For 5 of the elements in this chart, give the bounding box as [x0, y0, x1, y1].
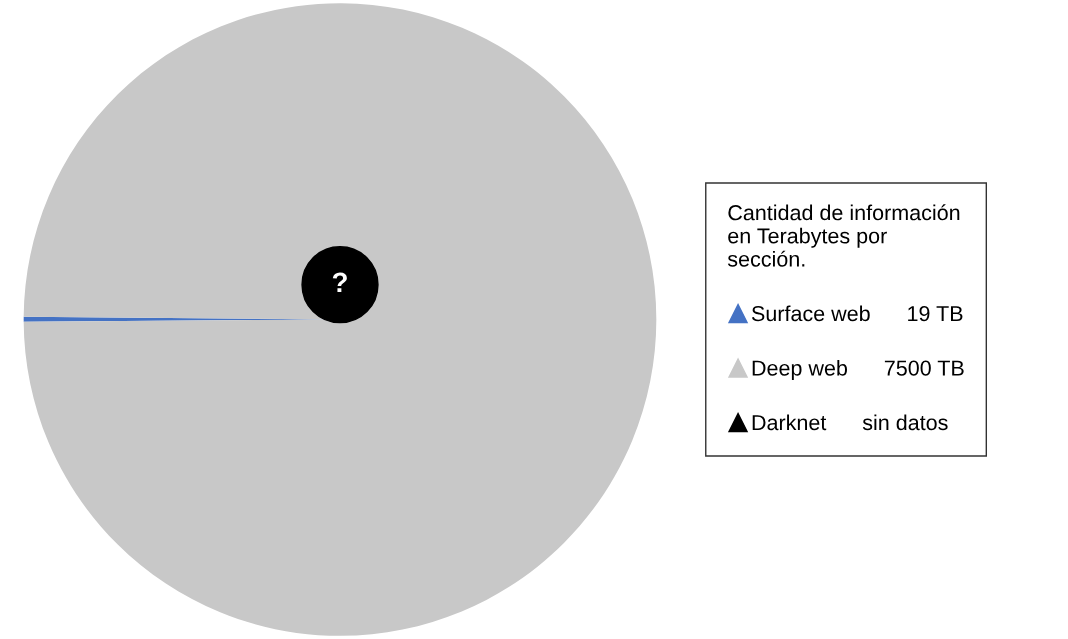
text: ?: [332, 272, 347, 292]
legend-title: Cantidad de información en Terabytes por sección.: [727, 204, 960, 267]
legend-label: Darknet sin datos: [752, 414, 948, 431]
legend-label: Deep web 7500 TB: [752, 359, 964, 380]
legend-label: Surface web 19 TB: [751, 305, 963, 322]
